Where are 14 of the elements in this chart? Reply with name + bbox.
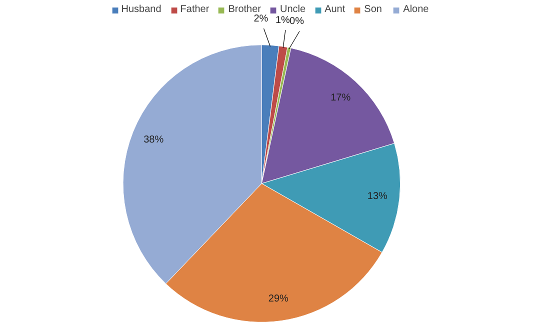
data-label: 1% — [275, 14, 290, 26]
legend-label: Father — [180, 4, 210, 15]
legend-label: Husband — [121, 4, 162, 15]
data-label: 29% — [268, 293, 289, 304]
data-label: 2% — [254, 13, 268, 24]
legend-label: Son — [364, 4, 383, 15]
legend-label: Aunt — [324, 4, 346, 15]
data-label: 38% — [144, 134, 164, 146]
data-label: 0% — [290, 16, 304, 28]
legend-label: Brother — [228, 4, 261, 15]
legend-label: Alone — [403, 4, 429, 15]
data-label: 17% — [330, 92, 351, 104]
data-label: 13% — [367, 191, 388, 202]
legend-label: Uncle — [280, 4, 306, 15]
